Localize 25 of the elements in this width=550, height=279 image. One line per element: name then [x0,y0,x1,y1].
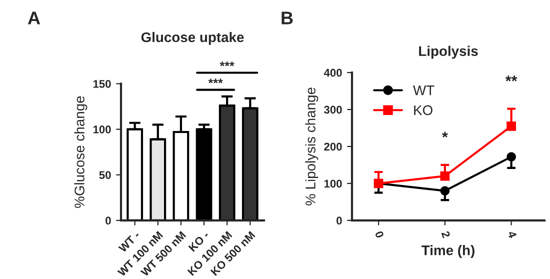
y-tick-label: 100 [93,126,111,134]
legend-label: WT [413,86,434,96]
x-tick-label: 2 [441,230,450,238]
text: *** [208,78,223,84]
chart-title: Lipolysis [419,46,478,59]
y-axis-title: %Glucose change [74,96,88,208]
chart-title: Glucose uptake [141,32,244,45]
y-tick-label: 100 [324,180,342,188]
text: A [28,12,40,24]
annotation: * [442,132,448,138]
text: B [282,12,293,24]
text: *** [220,62,234,66]
annotation: ** [505,76,518,82]
y-tick-label: 300 [324,106,342,114]
x-tick-label: 0 [374,230,384,238]
x-tick-label: 4 [508,230,517,239]
y-tick-label: 0 [336,216,342,225]
x-axis-title: Time (h) [422,245,474,258]
y-tick-label: 0 [106,216,111,225]
y-tick-label: 200 [324,142,342,151]
y-axis-title: % Lipolysis change [305,88,318,206]
y-tick-label: 150 [93,80,111,88]
y-tick-label: 50 [99,171,111,179]
legend-label: KO [414,105,432,116]
y-tick-label: 400 [324,68,342,77]
